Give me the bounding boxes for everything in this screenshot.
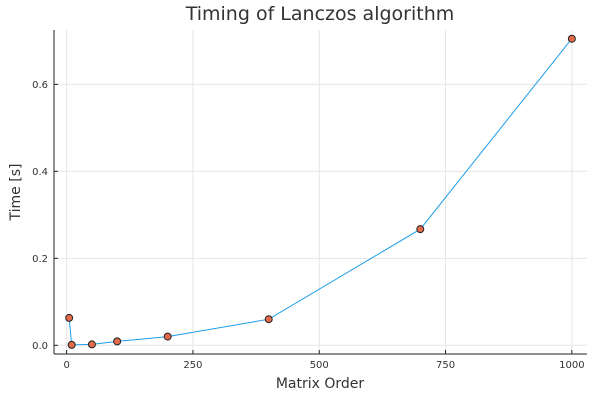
x-tick-label: 1000 bbox=[559, 360, 584, 371]
axes bbox=[53, 30, 587, 355]
y-tick-label: 0.2 bbox=[32, 254, 48, 265]
data-point bbox=[113, 337, 122, 346]
data-point bbox=[567, 34, 576, 43]
x-tick-label: 0 bbox=[63, 360, 69, 371]
tick-labels: 0 250 500 750 1000 0.0 0.2 0.4 0.6 bbox=[32, 80, 584, 371]
y-axis-label: Time [s] bbox=[8, 164, 24, 222]
x-tick-label: 750 bbox=[436, 360, 455, 371]
data-point bbox=[67, 340, 76, 349]
y-tick-label: 0.0 bbox=[32, 341, 48, 352]
chart-title: Timing of Lanczos algorithm bbox=[185, 3, 455, 25]
x-axis-label: Matrix Order bbox=[276, 376, 365, 392]
y-tick-label: 0.4 bbox=[32, 167, 48, 178]
series bbox=[65, 34, 576, 349]
grid bbox=[54, 30, 587, 354]
data-point bbox=[416, 225, 425, 234]
x-tick-label: 500 bbox=[310, 360, 329, 371]
data-point bbox=[87, 340, 96, 349]
y-tick-label: 0.6 bbox=[32, 80, 48, 91]
data-point bbox=[264, 315, 273, 324]
data-point bbox=[65, 313, 74, 322]
x-tick-label: 250 bbox=[183, 360, 202, 371]
data-point bbox=[163, 332, 172, 341]
